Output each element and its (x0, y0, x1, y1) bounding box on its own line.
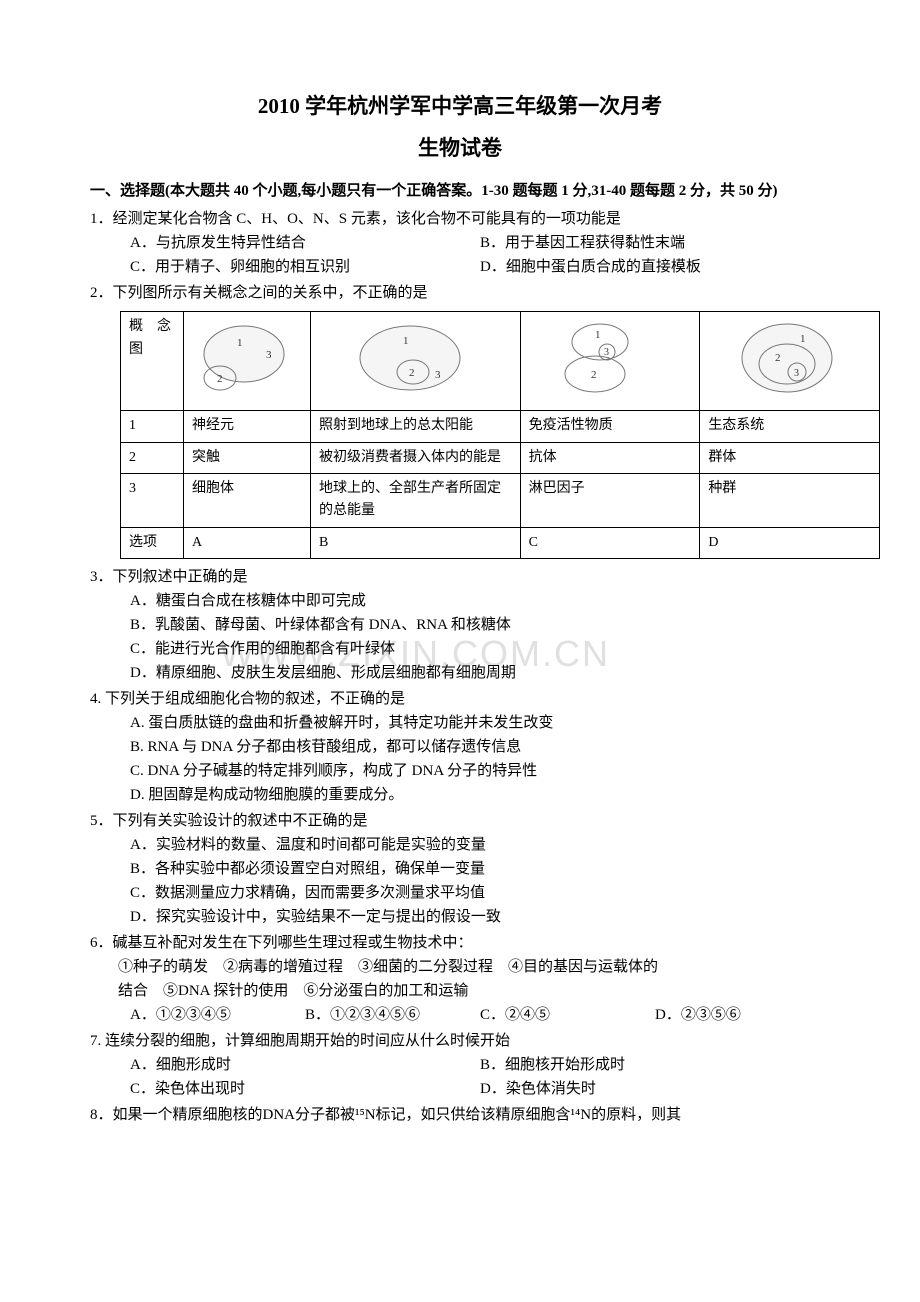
q6-stem: 6．碱基互补配对发生在下列哪些生理过程或生物技术中： (90, 931, 830, 955)
title-main: 2010 学年杭州学军中学高三年级第一次月考 (90, 90, 830, 124)
cell-r2-b: 被初级消费者摄入体内的能是 (310, 442, 520, 473)
venn-c-icon: 1 3 2 (545, 316, 675, 401)
cell-r2-h: 2 (121, 442, 184, 473)
diagram-a: 1 3 2 (183, 312, 310, 411)
q6-option-a: A．①②③④⑤ (130, 1003, 305, 1027)
q3-option-d: D．精原细胞、皮肤生发层细胞、形成层细胞都有细胞周期 (130, 661, 830, 685)
svg-text:1: 1 (237, 337, 243, 349)
question-8: 8．如果一个精原细胞核的DNA分子都被¹⁵N标记，如只供给该精原细胞含¹⁴N的原… (90, 1103, 830, 1127)
cell-r1-b: 照射到地球上的总太阳能 (310, 411, 520, 442)
q7-stem: 7. 连续分裂的细胞，计算细胞周期开始的时间应从什么时候开始 (90, 1029, 830, 1053)
cell-r4-c: C (520, 527, 700, 558)
cell-r2-a: 突触 (183, 442, 310, 473)
q6-option-c: C．②④⑤ (480, 1003, 655, 1027)
q4-option-c: C. DNA 分子碱基的特定排列顺序，构成了 DNA 分子的特异性 (130, 759, 830, 783)
q7-option-c: C．染色体出现时 (130, 1077, 480, 1101)
q6-line2: ①种子的萌发 ②病毒的增殖过程 ③细菌的二分裂过程 ④目的基因与运载体的 (118, 955, 830, 979)
q1-option-d: D．细胞中蛋白质合成的直接模板 (480, 255, 830, 279)
cell-r3-c: 淋巴因子 (520, 473, 700, 527)
q6-option-b: B．①②③④⑤⑥ (305, 1003, 480, 1027)
q4-stem: 4. 下列关于组成细胞化合物的叙述，不正确的是 (90, 687, 830, 711)
svg-text:1: 1 (403, 335, 409, 347)
q2-stem: 2．下列图所示有关概念之间的关系中，不正确的是 (90, 281, 830, 305)
question-7: 7. 连续分裂的细胞，计算细胞周期开始的时间应从什么时候开始 A．细胞形成时 B… (90, 1029, 830, 1101)
q1-option-a: A．与抗原发生特异性结合 (130, 231, 480, 255)
q4-option-d: D. 胆固醇是构成动物细胞膜的重要成分。 (130, 783, 830, 807)
venn-b-icon: 1 2 3 (335, 316, 495, 401)
q1-stem: 1．经测定某化合物含 C、H、O、N、S 元素，该化合物不可能具有的一项功能是 (90, 207, 830, 231)
q5-option-b: B．各种实验中都必须设置空白对照组，确保单一变量 (130, 857, 830, 881)
q5-option-d: D．探究实验设计中，实验结果不一定与提出的假设一致 (130, 905, 830, 929)
question-4: 4. 下列关于组成细胞化合物的叙述，不正确的是 A. 蛋白质肽链的盘曲和折叠被解… (90, 687, 830, 807)
svg-text:3: 3 (266, 349, 272, 361)
diagram-b: 1 2 3 (310, 312, 520, 411)
q4-option-a: A. 蛋白质肽链的盘曲和折叠被解开时，其特定功能并未发生改变 (130, 711, 830, 735)
diagram-d: 1 2 3 (700, 312, 880, 411)
cell-r2-d: 群体 (700, 442, 880, 473)
svg-text:3: 3 (435, 369, 441, 381)
section-header: 一、选择题(本大题共 40 个小题,每小题只有一个正确答案。1-30 题每题 1… (90, 179, 830, 203)
svg-text:3: 3 (604, 347, 609, 358)
svg-text:3: 3 (794, 368, 799, 379)
cell-r4-d: D (700, 527, 880, 558)
q5-option-c: C．数据测量应力求精确，因而需要多次测量求平均值 (130, 881, 830, 905)
question-6: 6．碱基互补配对发生在下列哪些生理过程或生物技术中： ①种子的萌发 ②病毒的增殖… (90, 931, 830, 1027)
cell-r1-c: 免疫活性物质 (520, 411, 700, 442)
q5-option-a: A．实验材料的数量、温度和时间都可能是实验的变量 (130, 833, 830, 857)
svg-text:2: 2 (409, 367, 415, 379)
svg-text:1: 1 (595, 329, 601, 341)
q3-stem: 3．下列叙述中正确的是 (90, 565, 830, 589)
diagram-c: 1 3 2 (520, 312, 700, 411)
cell-r1-h: 1 (121, 411, 184, 442)
cell-r1-d: 生态系统 (700, 411, 880, 442)
cell-r3-b: 地球上的、全部生产者所固定的总能量 (310, 473, 520, 527)
question-2: 2．下列图所示有关概念之间的关系中，不正确的是 概 念图 1 3 2 (90, 281, 830, 559)
venn-a-icon: 1 3 2 (192, 316, 302, 401)
q7-option-a: A．细胞形成时 (130, 1053, 480, 1077)
cell-r4-h: 选项 (121, 527, 184, 558)
title-sub: 生物试卷 (90, 132, 830, 166)
cell-r4-b: B (310, 527, 520, 558)
svg-text:2: 2 (775, 352, 781, 364)
q6-option-d: D．②③⑤⑥ (655, 1003, 830, 1027)
question-3: 3．下列叙述中正确的是 A．糖蛋白合成在核糖体中即可完成 B．乳酸菌、酵母菌、叶… (90, 565, 830, 685)
q7-option-b: B．细胞核开始形成时 (480, 1053, 830, 1077)
q1-option-b: B．用于基因工程获得黏性末端 (480, 231, 830, 255)
cell-r3-a: 细胞体 (183, 473, 310, 527)
q3-option-c: C．能进行光合作用的细胞都含有叶绿体 (130, 637, 830, 661)
cell-head-concept: 概 念图 (121, 312, 184, 411)
venn-d-icon: 1 2 3 (725, 316, 855, 401)
q8-stem: 8．如果一个精原细胞核的DNA分子都被¹⁵N标记，如只供给该精原细胞含¹⁴N的原… (90, 1103, 830, 1127)
cell-r1-a: 神经元 (183, 411, 310, 442)
q3-option-b: B．乳酸菌、酵母菌、叶绿体都含有 DNA、RNA 和核糖体 (130, 613, 830, 637)
q7-option-d: D．染色体消失时 (480, 1077, 830, 1101)
svg-text:2: 2 (217, 373, 223, 385)
q3-option-a: A．糖蛋白合成在核糖体中即可完成 (130, 589, 830, 613)
q1-option-c: C．用于精子、卵细胞的相互识别 (130, 255, 480, 279)
svg-text:1: 1 (800, 333, 806, 345)
svg-text:2: 2 (591, 369, 597, 381)
q5-stem: 5．下列有关实验设计的叙述中不正确的是 (90, 809, 830, 833)
cell-r3-h: 3 (121, 473, 184, 527)
cell-r2-c: 抗体 (520, 442, 700, 473)
question-5: 5．下列有关实验设计的叙述中不正确的是 A．实验材料的数量、温度和时间都可能是实… (90, 809, 830, 929)
q4-option-b: B. RNA 与 DNA 分子都由核苷酸组成，都可以储存遗传信息 (130, 735, 830, 759)
cell-r4-a: A (183, 527, 310, 558)
cell-r3-d: 种群 (700, 473, 880, 527)
question-1: 1．经测定某化合物含 C、H、O、N、S 元素，该化合物不可能具有的一项功能是 … (90, 207, 830, 279)
q6-line3: 结合 ⑤DNA 探针的使用 ⑥分泌蛋白的加工和运输 (118, 979, 830, 1003)
concept-table: 概 念图 1 3 2 1 (120, 311, 880, 559)
